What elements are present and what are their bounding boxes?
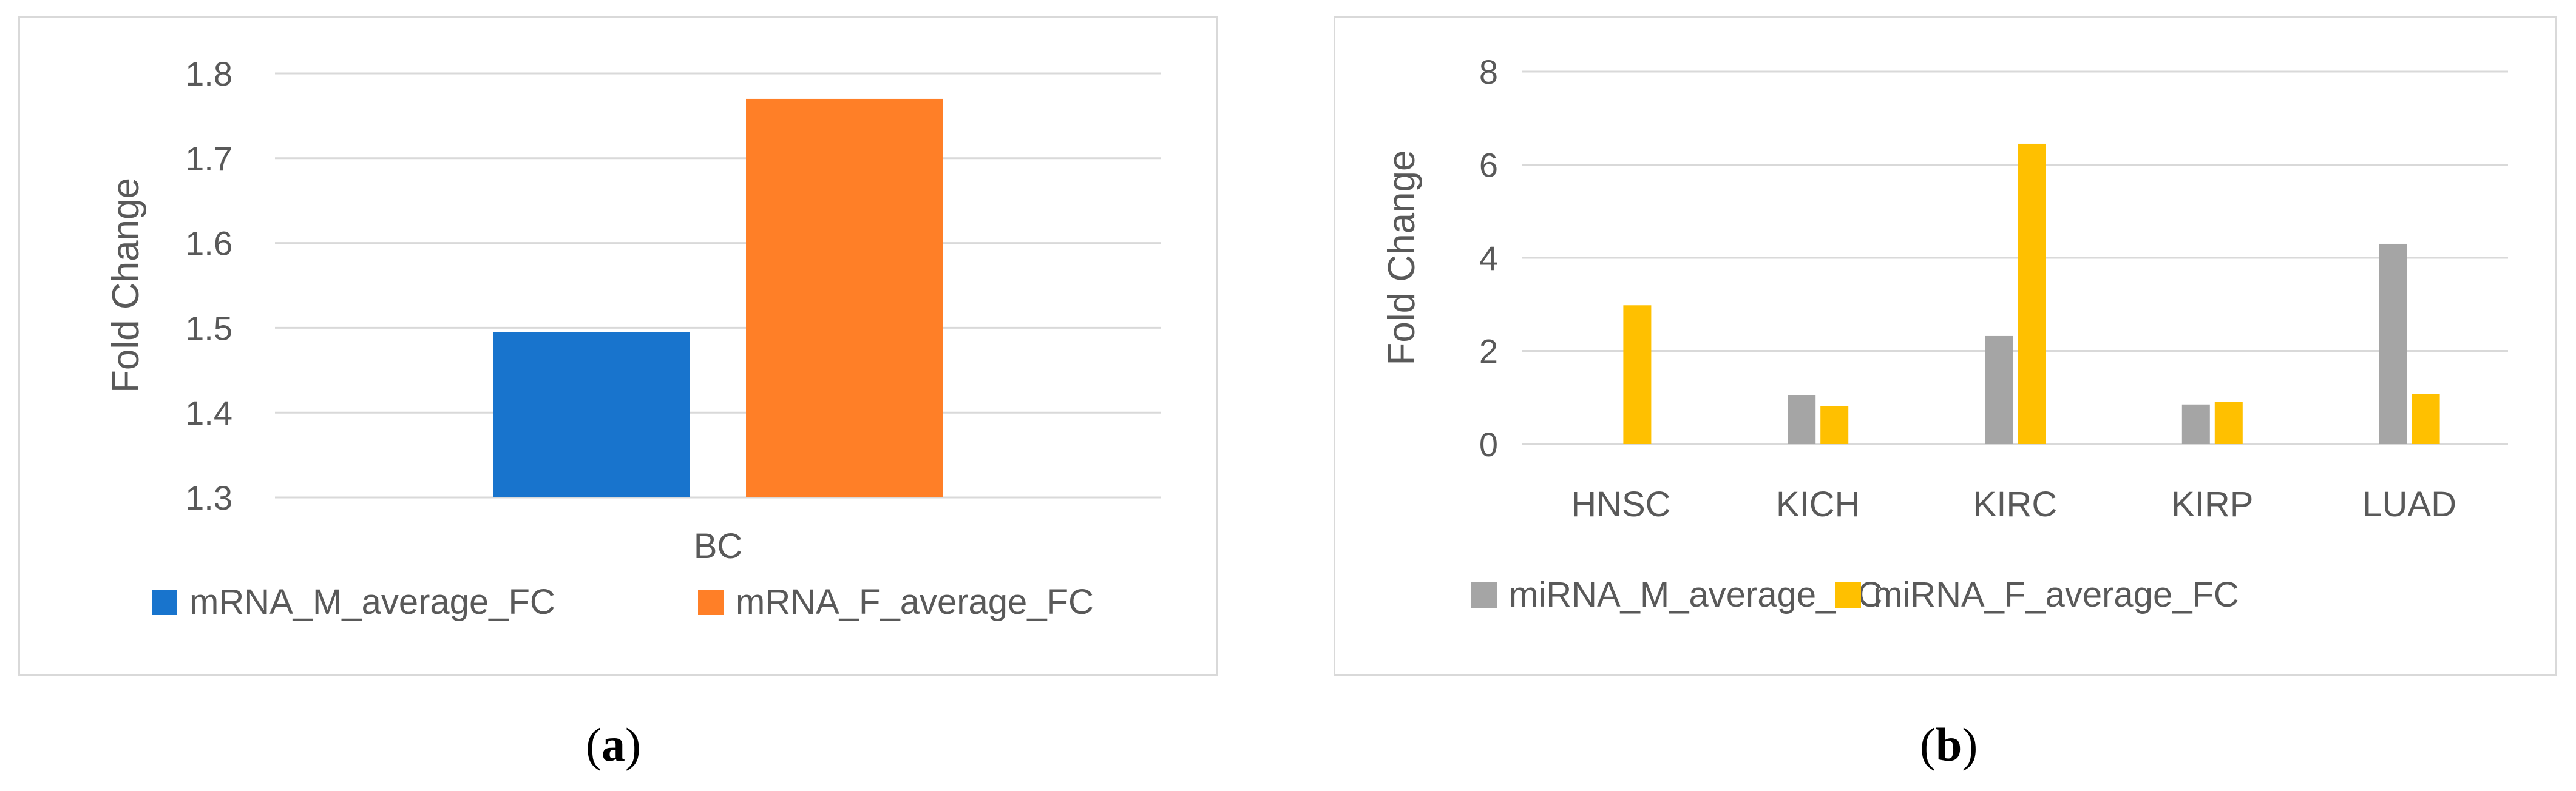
y-tick-label: 1.5 [185, 309, 232, 347]
legend-swatch-mRNA_F_average_FC [698, 590, 724, 615]
x-category-label: KIRP [2171, 485, 2253, 524]
legend-swatch-miRNA_F_average_FC [1835, 582, 1861, 608]
y-tick-label: 1.6 [185, 224, 232, 263]
bar-mRNA_M_average_FC-BC [493, 332, 690, 497]
x-category-label: LUAD [2362, 485, 2456, 524]
bar-miRNA_M_average_FC-KICH [1788, 395, 1816, 444]
legend-swatch-miRNA_M_average_FC [1471, 582, 1497, 608]
y-axis-label: Fold Change [1381, 150, 1423, 365]
bar-mRNA_F_average_FC-BC [746, 98, 943, 497]
bar-miRNA_M_average_FC-KIRC [1985, 335, 2013, 444]
x-category-label: KICH [1776, 485, 1860, 524]
legend-label-mRNA_M_average_FC: mRNA_M_average_FC [189, 582, 555, 622]
y-tick-label: 1.8 [185, 55, 232, 93]
bar-miRNA_M_average_FC-KIRP [2181, 404, 2210, 444]
legend-label-miRNA_M_average_FC: miRNA_M_average_FC [1509, 575, 1883, 614]
legend-label-mRNA_F_average_FC: mRNA_F_average_FC [736, 582, 1094, 622]
y-tick-label: 0 [1479, 425, 1498, 463]
chart-b-svg: 0 2 4 6 8 Fold Change HNSC KICH KIRC KIRP LUAD miRN… [1381, 53, 2508, 614]
x-category-label: BC [694, 527, 743, 566]
bar-miRNA_F_average_FC-KICH [1820, 406, 1849, 444]
y-tick-label: 1.3 [185, 479, 232, 517]
bar-miRNA_F_average_FC-HNSC [1623, 305, 1652, 444]
chart-panel-b: 0 2 4 6 8 Fold Change HNSC KICH KIRC KIRP LUAD miRN… [1334, 16, 2557, 676]
bar-miRNA_F_average_FC-LUAD [2412, 394, 2440, 444]
bar-miRNA_F_average_FC-KIRC [2018, 143, 2046, 444]
panel-label-a: (a) [586, 718, 641, 771]
y-tick-label: 8 [1479, 53, 1498, 91]
legend-label-miRNA_F_average_FC: miRNA_F_average_FC [1873, 575, 2239, 614]
y-tick-label: 1.7 [185, 140, 232, 178]
panel-label-b: (b) [1920, 718, 1978, 771]
y-tick-label: 4 [1479, 239, 1498, 277]
bar-miRNA_F_average_FC-KIRP [2214, 402, 2243, 444]
x-category-label: KIRC [1973, 485, 2058, 524]
chart-panel-a: 1.3 1.4 1.5 1.6 1.7 1.8 Fold Change BC mRNA_M_av… [18, 16, 1218, 676]
chart-a-svg: 1.3 1.4 1.5 1.6 1.7 1.8 Fold Change BC mRNA_M_av… [105, 55, 1161, 622]
bar-miRNA_M_average_FC-LUAD [2379, 243, 2407, 444]
y-axis-label: Fold Change [105, 178, 147, 393]
legend-swatch-mRNA_M_average_FC [152, 590, 177, 615]
y-tick-label: 1.4 [185, 394, 232, 432]
y-tick-label: 2 [1479, 332, 1498, 371]
y-tick-label: 6 [1479, 146, 1498, 184]
x-category-label: HNSC [1571, 485, 1670, 524]
